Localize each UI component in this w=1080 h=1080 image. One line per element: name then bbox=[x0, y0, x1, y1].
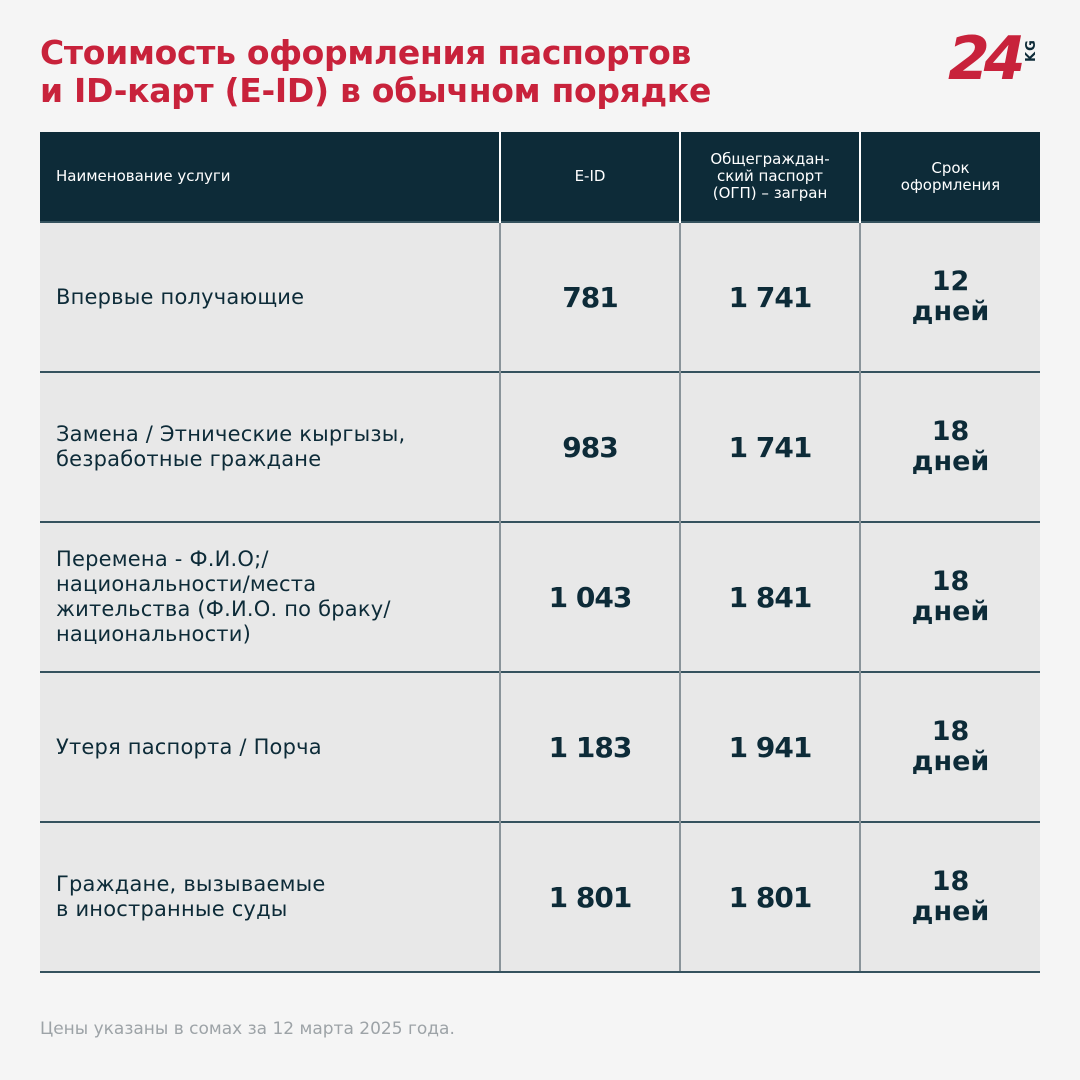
eid-price-cell: 983 bbox=[562, 430, 618, 464]
service-name-cell: Утеря паспорта / Порча bbox=[56, 734, 322, 759]
service-name-cell: Впервые получающие bbox=[56, 284, 305, 309]
title-line-2: и ID-карт (E-ID) в обычном порядке bbox=[40, 71, 712, 110]
table-row: Впервые получающие 781 1 741 12 дней bbox=[40, 221, 1040, 372]
table-header-row: Наименование услуги E-ID Общеграждан- ск… bbox=[40, 132, 1040, 222]
header-term: Срок оформления bbox=[859, 132, 1040, 222]
ogp-price-cell: 1 841 bbox=[728, 580, 813, 614]
table-row: Замена / Этнические кыргызы, безработные… bbox=[40, 371, 1040, 522]
eid-price-cell: 1 043 bbox=[548, 580, 633, 614]
term-cell: 18 дней bbox=[911, 866, 990, 927]
term-cell: 18 дней bbox=[911, 416, 990, 477]
service-name-cell: Перемена - Ф.И.О;/ национальности/места … bbox=[56, 547, 391, 646]
page-title: Стоимость оформления паспортов и ID-карт… bbox=[40, 34, 711, 110]
header-service-name: Наименование услуги bbox=[40, 132, 500, 222]
logo-number: 24 bbox=[948, 24, 1025, 94]
ogp-price-cell: 1 801 bbox=[728, 880, 813, 914]
title-line-1: Стоимость оформления паспортов bbox=[40, 33, 692, 72]
price-table: Наименование услуги E-ID Общеграждан- ск… bbox=[40, 132, 1040, 973]
ogp-price-cell: 1 741 bbox=[728, 430, 813, 464]
eid-price-cell: 1 183 bbox=[548, 730, 633, 764]
term-cell: 18 дней bbox=[911, 566, 990, 627]
table-row: Утеря паспорта / Порча 1 183 1 941 18 дн… bbox=[40, 671, 1040, 822]
service-name-cell: Замена / Этнические кыргызы, безработные… bbox=[56, 422, 406, 471]
service-name-cell: Граждане, вызываемые в иностранные суды bbox=[56, 872, 326, 921]
eid-price-cell: 1 801 bbox=[548, 880, 633, 914]
brand-logo: 24 KG bbox=[948, 26, 1048, 98]
header-eid: E-ID bbox=[499, 132, 680, 222]
eid-price-cell: 781 bbox=[562, 280, 618, 314]
table-row: Перемена - Ф.И.О;/ национальности/места … bbox=[40, 521, 1040, 672]
footnote: Цены указаны в сомах за 12 марта 2025 го… bbox=[40, 1019, 455, 1039]
ogp-price-cell: 1 741 bbox=[728, 280, 813, 314]
ogp-price-cell: 1 941 bbox=[728, 730, 813, 764]
logo-suffix: KG bbox=[1024, 39, 1039, 62]
term-cell: 12 дней bbox=[911, 266, 990, 327]
header-ogp: Общеграждан- ский паспорт (ОГП) – загран bbox=[679, 132, 860, 222]
table-row: Граждане, вызываемые в иностранные суды … bbox=[40, 821, 1040, 973]
term-cell: 18 дней bbox=[911, 716, 990, 777]
